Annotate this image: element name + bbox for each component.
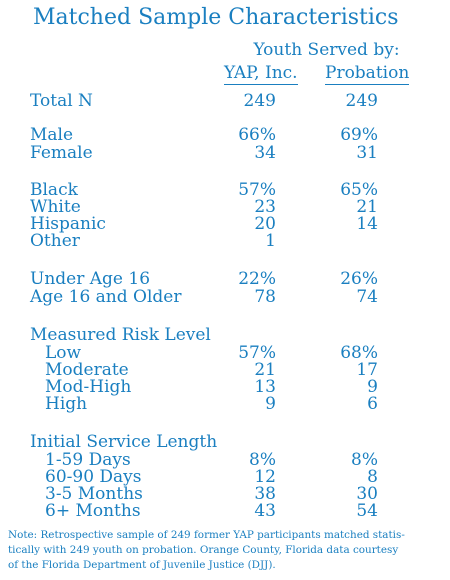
- value-yap: 57%: [238, 180, 276, 200]
- value-yap: 66%: [238, 125, 276, 145]
- value-probation: 65%: [340, 180, 378, 200]
- value-probation: 31: [356, 143, 378, 163]
- table-row: 6+ Months 43 54: [0, 501, 450, 521]
- value-yap: 20: [254, 214, 276, 234]
- value-probation: 69%: [340, 125, 378, 145]
- row-label: Measured Risk Level: [30, 325, 211, 345]
- table-row: Moderate 21 17: [0, 360, 450, 380]
- value-yap: 1: [265, 231, 276, 251]
- value-yap: 12: [254, 467, 276, 487]
- page-title: Matched Sample Characteristics: [33, 5, 399, 30]
- value-yap: 8%: [249, 450, 276, 470]
- table-row: Total N 249 249: [0, 91, 450, 111]
- row-label: 1-59 Days: [45, 450, 131, 470]
- table-row: White 23 21: [0, 197, 450, 217]
- table-row: 60-90 Days 12 8: [0, 467, 450, 487]
- row-label: Under Age 16: [30, 269, 151, 289]
- table-row: 1-59 Days 8% 8%: [0, 450, 450, 470]
- row-label: 3-5 Months: [45, 484, 143, 504]
- table-row: Male 66% 69%: [0, 125, 450, 145]
- row-label: Male: [30, 125, 74, 145]
- row-label: White: [30, 197, 81, 217]
- table-row: Initial Service Length: [0, 432, 450, 452]
- value-probation: 8%: [351, 450, 378, 470]
- table-row: Hispanic 20 14: [0, 214, 450, 234]
- table-row: Age 16 and Older 78 74: [0, 287, 450, 307]
- column-header-yap: YAP, Inc.: [224, 63, 298, 85]
- table-row: Low 57% 68%: [0, 343, 450, 363]
- value-probation: 74: [356, 287, 378, 307]
- value-probation: 249: [345, 91, 378, 111]
- value-probation: 14: [356, 214, 378, 234]
- value-probation: 30: [356, 484, 378, 504]
- value-yap: 34: [254, 143, 276, 163]
- value-probation: 9: [367, 377, 378, 397]
- value-yap: 23: [254, 197, 276, 217]
- value-probation: 21: [356, 197, 378, 217]
- row-label: High: [45, 394, 88, 414]
- table-row: Other 1: [0, 231, 450, 251]
- table-row: 3-5 Months 38 30: [0, 484, 450, 504]
- row-label: 60-90 Days: [45, 467, 142, 487]
- table-row: Black 57% 65%: [0, 180, 450, 200]
- table-row: Mod-High 13 9: [0, 377, 450, 397]
- value-probation: 54: [356, 501, 378, 521]
- row-label: Mod-High: [45, 377, 132, 397]
- row-label: Age 16 and Older: [30, 287, 182, 307]
- value-yap: 22%: [238, 269, 276, 289]
- footnote-line: of the Florida Department of Juvenile Ju…: [8, 559, 276, 571]
- value-yap: 57%: [238, 343, 276, 363]
- column-header-probation: Probation: [325, 63, 410, 85]
- value-yap: 249: [243, 91, 276, 111]
- value-probation: 8: [367, 467, 378, 487]
- value-yap: 38: [254, 484, 276, 504]
- row-label: Total N: [30, 91, 93, 111]
- row-label: Hispanic: [30, 214, 106, 234]
- value-yap: 43: [254, 501, 276, 521]
- row-label: Other: [30, 231, 80, 251]
- row-label: Black: [30, 180, 78, 200]
- value-probation: 26%: [340, 269, 378, 289]
- table-row: Under Age 16 22% 26%: [0, 269, 450, 289]
- row-label: Female: [30, 143, 93, 163]
- value-probation: 68%: [340, 343, 378, 363]
- footnote: Note: Retrospective sample of 249 former…: [8, 528, 444, 573]
- row-label: Moderate: [45, 360, 129, 380]
- value-yap: 78: [254, 287, 276, 307]
- value-yap: 9: [265, 394, 276, 414]
- footnote-line: tically with 249 youth on probation. Ora…: [8, 544, 399, 556]
- footnote-line: Note: Retrospective sample of 249 former…: [8, 529, 405, 541]
- row-label: Low: [45, 343, 82, 363]
- value-probation: 17: [356, 360, 378, 380]
- table-row: Female 34 31: [0, 143, 450, 163]
- value-yap: 13: [254, 377, 276, 397]
- column-group-header: Youth Served by:: [253, 40, 400, 60]
- value-probation: 6: [367, 394, 378, 414]
- row-label: Initial Service Length: [30, 432, 218, 452]
- table-row: High 9 6: [0, 394, 450, 414]
- table-row: Measured Risk Level: [0, 325, 450, 345]
- row-label: 6+ Months: [45, 501, 141, 521]
- value-yap: 21: [254, 360, 276, 380]
